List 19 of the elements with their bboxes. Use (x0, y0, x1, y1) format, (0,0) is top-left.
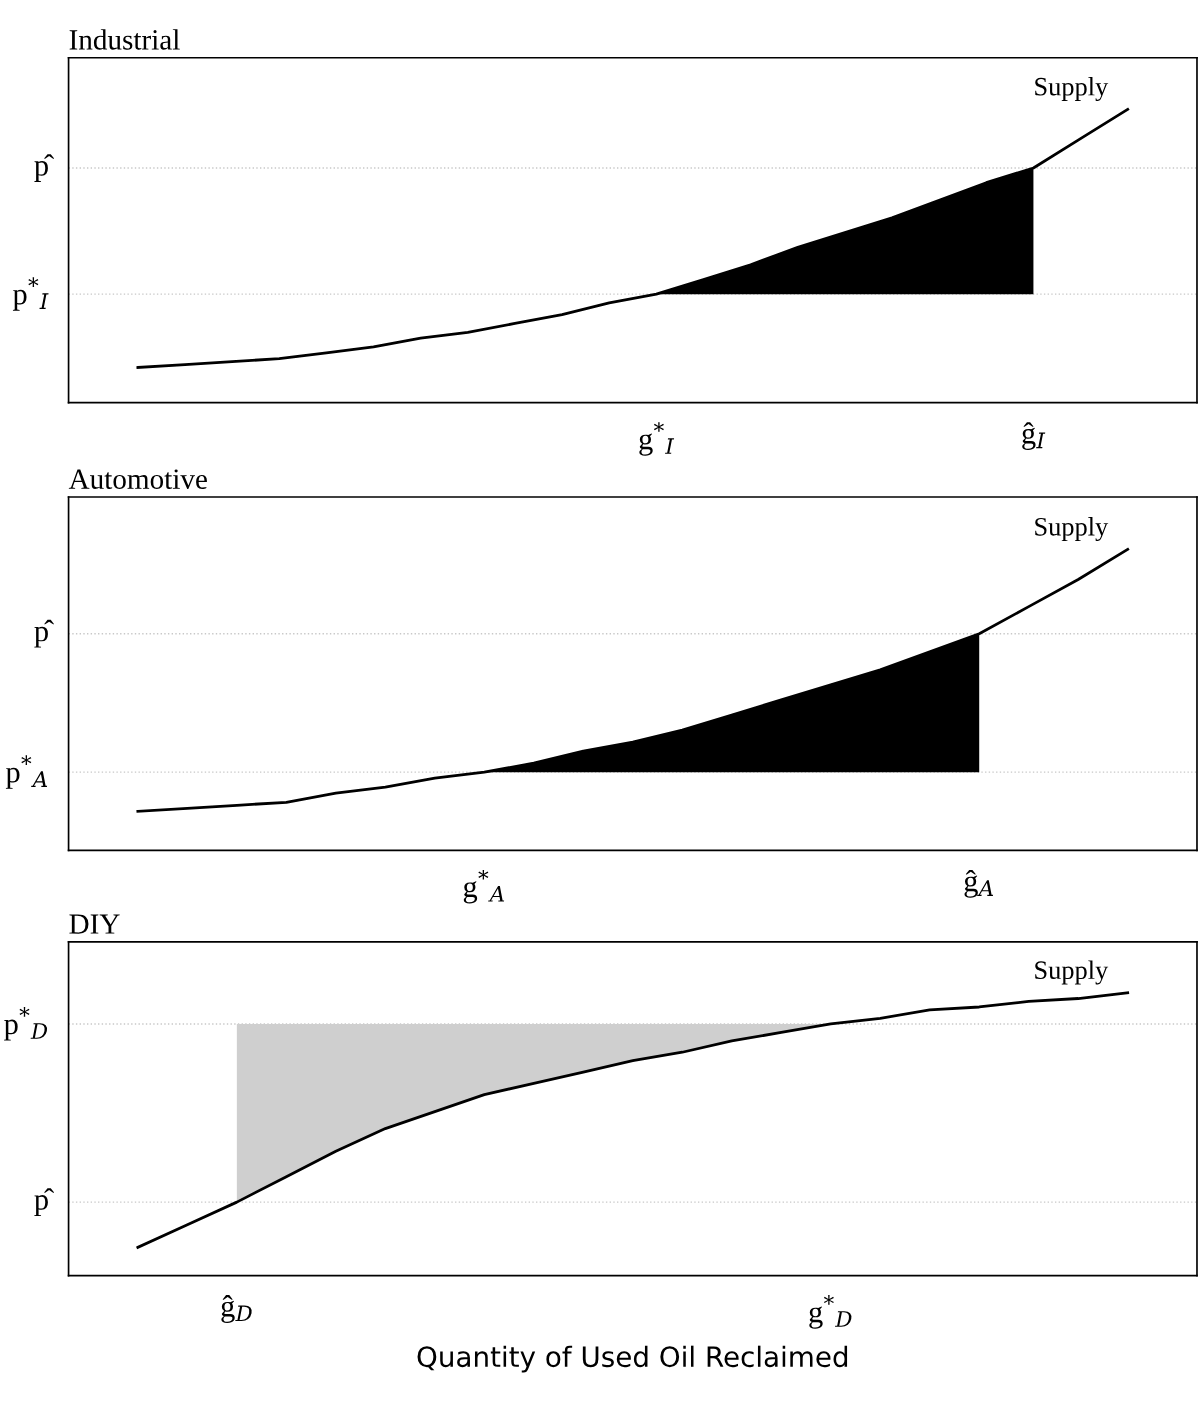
series-label: Supply (1035, 517, 1109, 542)
ref-line-label: p$^{*}$$_{A}$ (5, 755, 48, 789)
x-tick-label: g$^{*}$$_{D}$ (809, 1295, 852, 1329)
series-label: Supply (1035, 77, 1109, 102)
x-tick-label: ĝ$_{A}$ (964, 869, 994, 898)
chart-title: Industrial (69, 29, 180, 50)
ref-line-label: p̂ (34, 154, 54, 182)
x-tick-label: ĝ$_{I}$ (1022, 422, 1046, 450)
ref-line-label: p̂ (34, 1188, 54, 1217)
ref-line-label: p$^{*}$$_{D}$ (4, 1007, 48, 1041)
ref-line-label: p̂ (34, 619, 54, 648)
x-tick-label: ĝ$_{D}$ (221, 1295, 252, 1323)
chart-title: DIY (69, 914, 120, 934)
series-label: Supply (1035, 960, 1109, 985)
x-axis-title: Quantity of Used Oil Reclaimed (417, 1345, 848, 1373)
chart-title: Automotive (68, 469, 207, 489)
x-tick-label: g$^{*}$$_{I}$ (639, 422, 675, 456)
ref-line-label: p$^{*}$$_{I}$ (12, 277, 49, 311)
x-tick-label: g$^{*}$$_{A}$ (463, 869, 505, 904)
